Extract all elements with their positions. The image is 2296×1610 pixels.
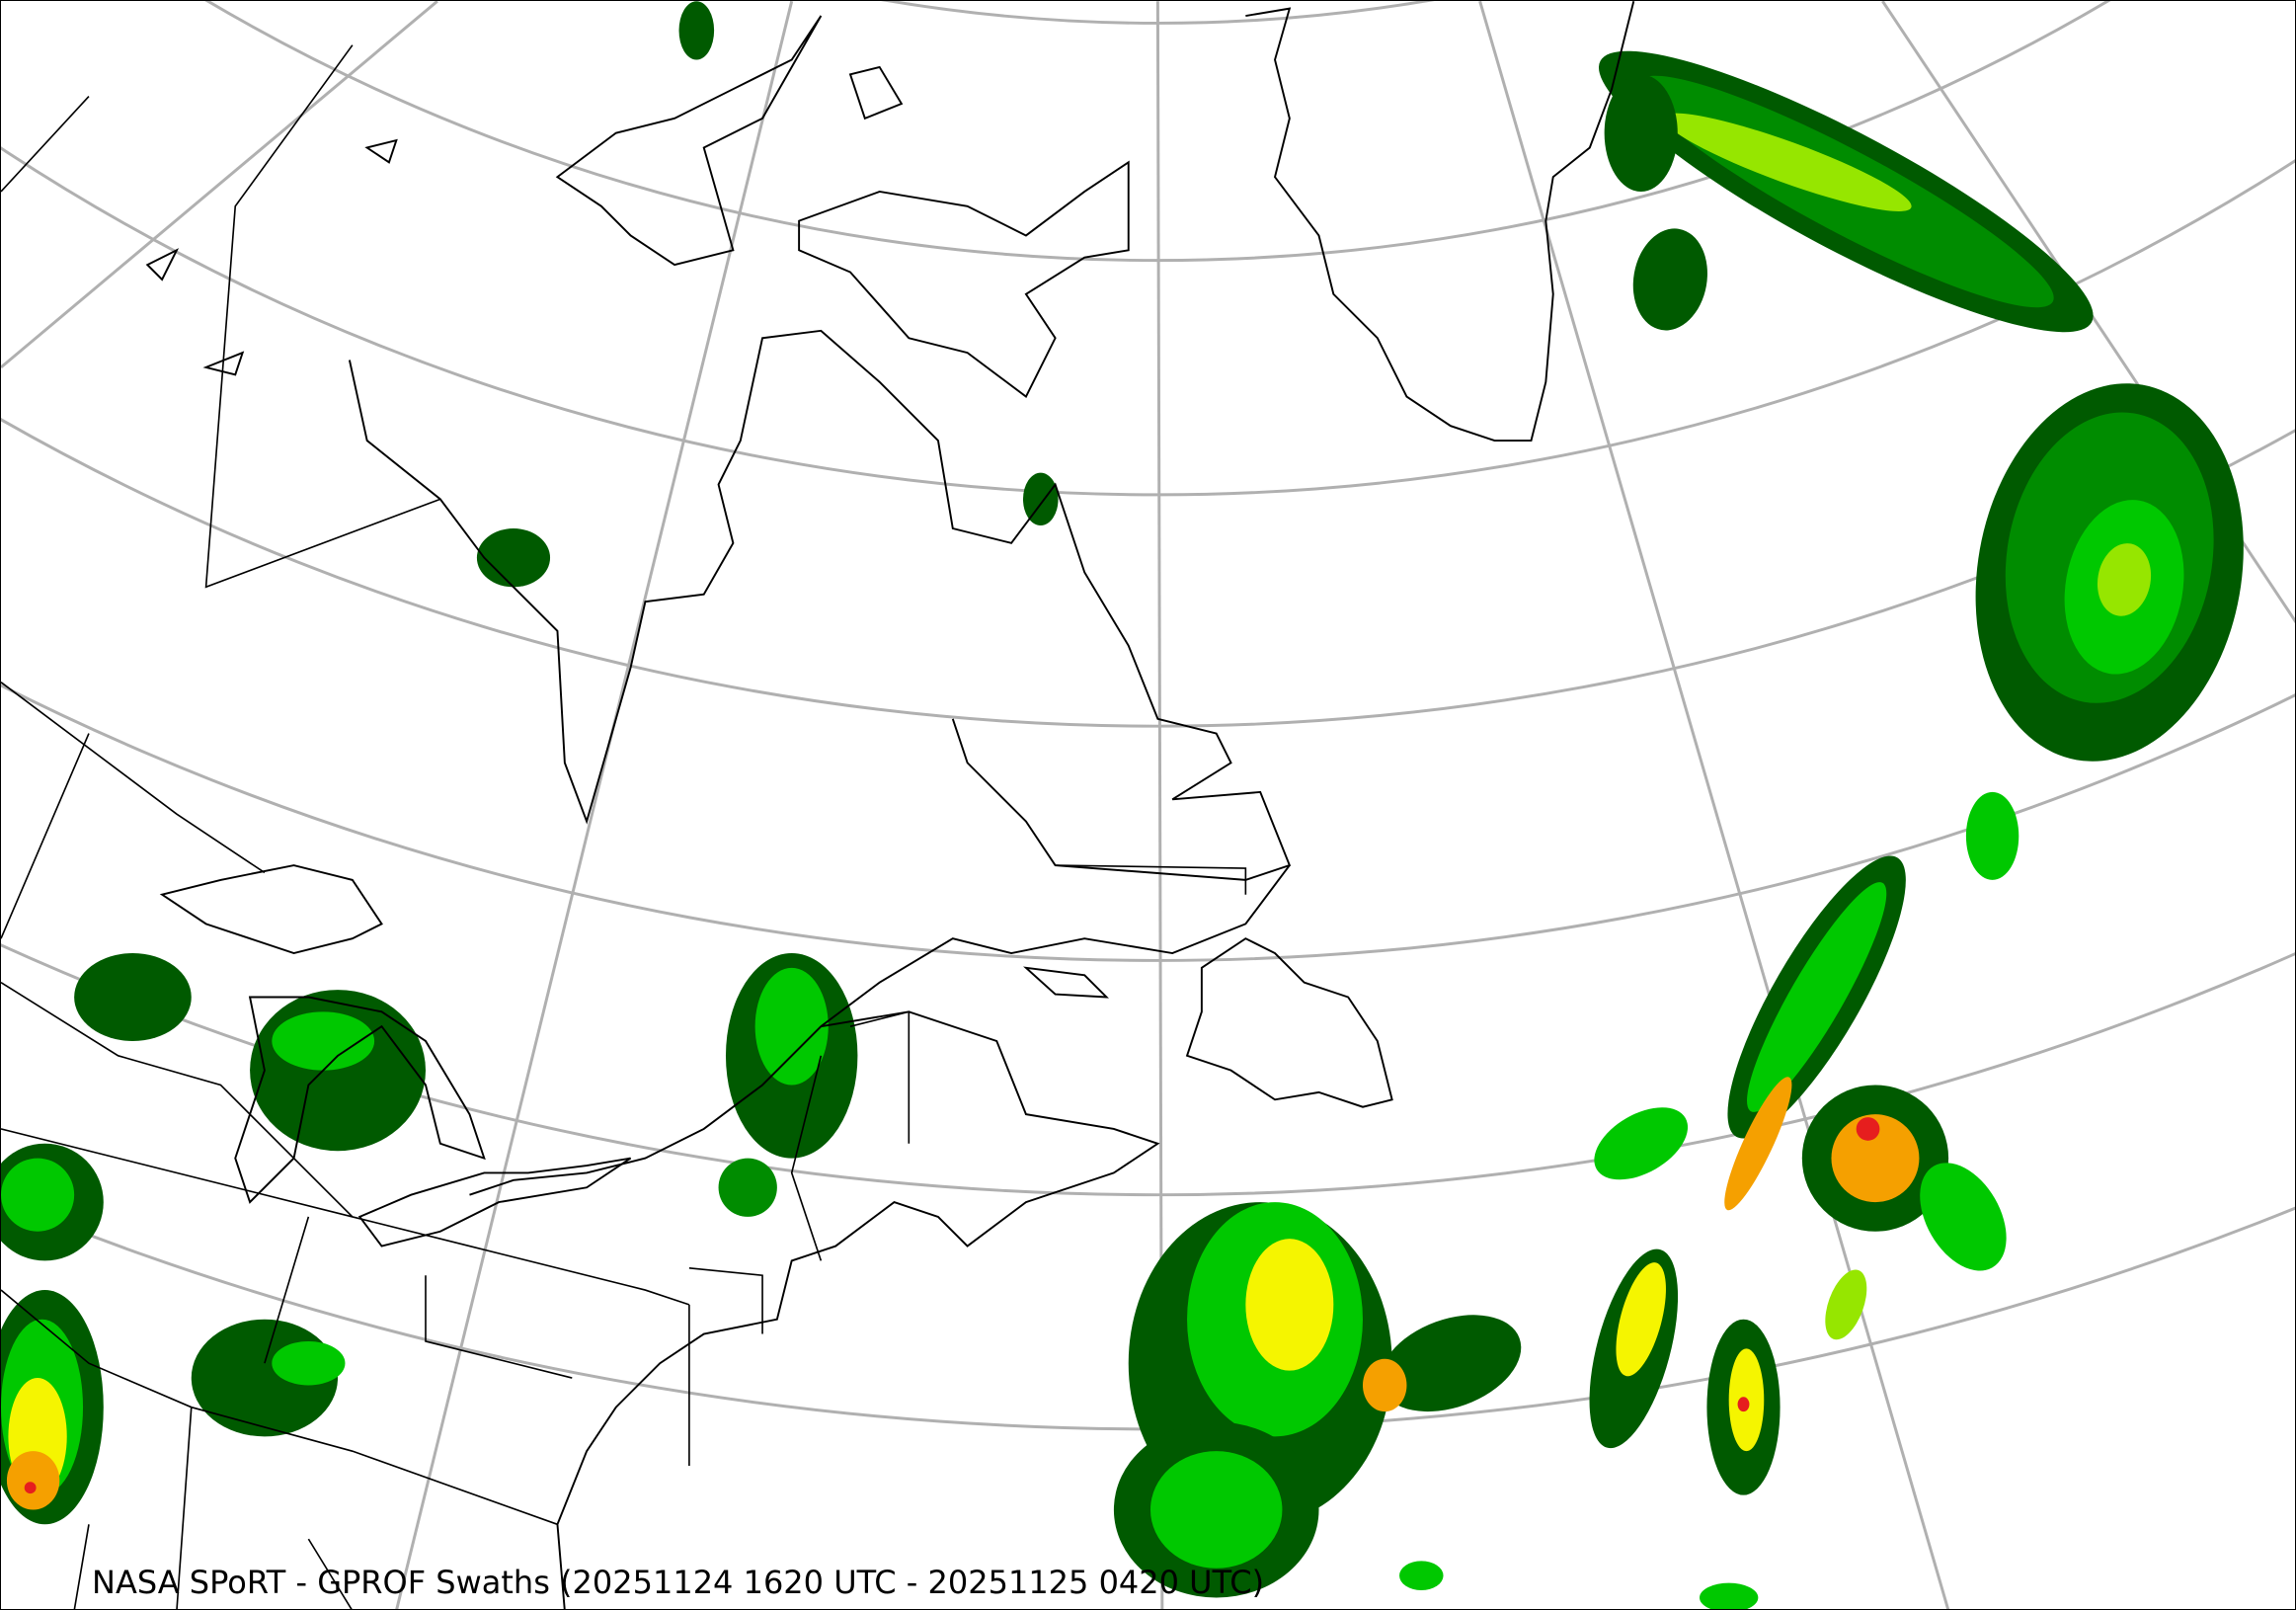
precip-area (1737, 1397, 1750, 1412)
graticule-parallel (881, 1, 1435, 25)
hudson-bay-coast (348, 329, 1292, 881)
precip-area (24, 1482, 37, 1494)
lake-superior-coast (159, 864, 383, 955)
precip-area (2097, 543, 2152, 616)
baffin-island-coast (555, 15, 823, 267)
precip-area (754, 967, 829, 1086)
arctic-islands (145, 65, 904, 376)
precip-area (272, 1011, 375, 1071)
precip-area (1604, 74, 1678, 192)
precip-area (1616, 1262, 1666, 1377)
precip-area (1747, 882, 1887, 1112)
precip-area (1724, 1077, 1792, 1211)
graticule-parallel (1, 417, 2295, 727)
precip-area (6, 1451, 60, 1510)
anticosti-island (1023, 966, 1109, 999)
precip-area (678, 1, 715, 60)
hudson-strait-coast (798, 160, 1130, 399)
graticule-meridian (1478, 1, 1950, 1609)
precip-area (1380, 1315, 1522, 1412)
lake-michigan-huron-coast (234, 996, 486, 1204)
precip-area (718, 1158, 777, 1217)
graticule-parallel (1, 684, 2295, 962)
maritimes-coast (556, 1010, 1160, 1609)
graticule-parallel (1, 942, 2295, 1196)
precip-area (1, 1158, 75, 1232)
precip-area (1965, 791, 2019, 880)
precip-area (74, 953, 192, 1041)
precip-area (1825, 1269, 1867, 1340)
political-borders (1, 44, 1247, 1609)
precip-area (1831, 1114, 1920, 1203)
precip-area (272, 1340, 346, 1386)
precip-area (1663, 113, 1912, 211)
graticule-meridian (1, 1, 438, 369)
precip-area (1362, 1358, 1407, 1412)
precip-area (1149, 1451, 1283, 1569)
precip-area (1399, 1561, 1444, 1591)
precip-area (1856, 1117, 1880, 1141)
newfoundland-coast (1185, 937, 1393, 1108)
greenland-coast (1245, 1, 1635, 443)
precip-area (1700, 1582, 1759, 1609)
precip-area (476, 528, 551, 588)
precip-area (1632, 228, 1707, 331)
coastlines (1, 1, 1635, 1609)
lake-erie-ontario-coast (357, 1157, 632, 1248)
precip-area (1594, 1107, 1689, 1180)
precip-area (1920, 1163, 2007, 1271)
gulf-st-lawrence-coast (469, 864, 1291, 1196)
precip-area (1245, 1239, 1334, 1371)
map-caption: NASA SPoRT - GPROF Swaths (20251124 1620… (92, 1564, 1265, 1601)
graticule-meridian (395, 1, 794, 1609)
precip-area (1022, 472, 1059, 526)
